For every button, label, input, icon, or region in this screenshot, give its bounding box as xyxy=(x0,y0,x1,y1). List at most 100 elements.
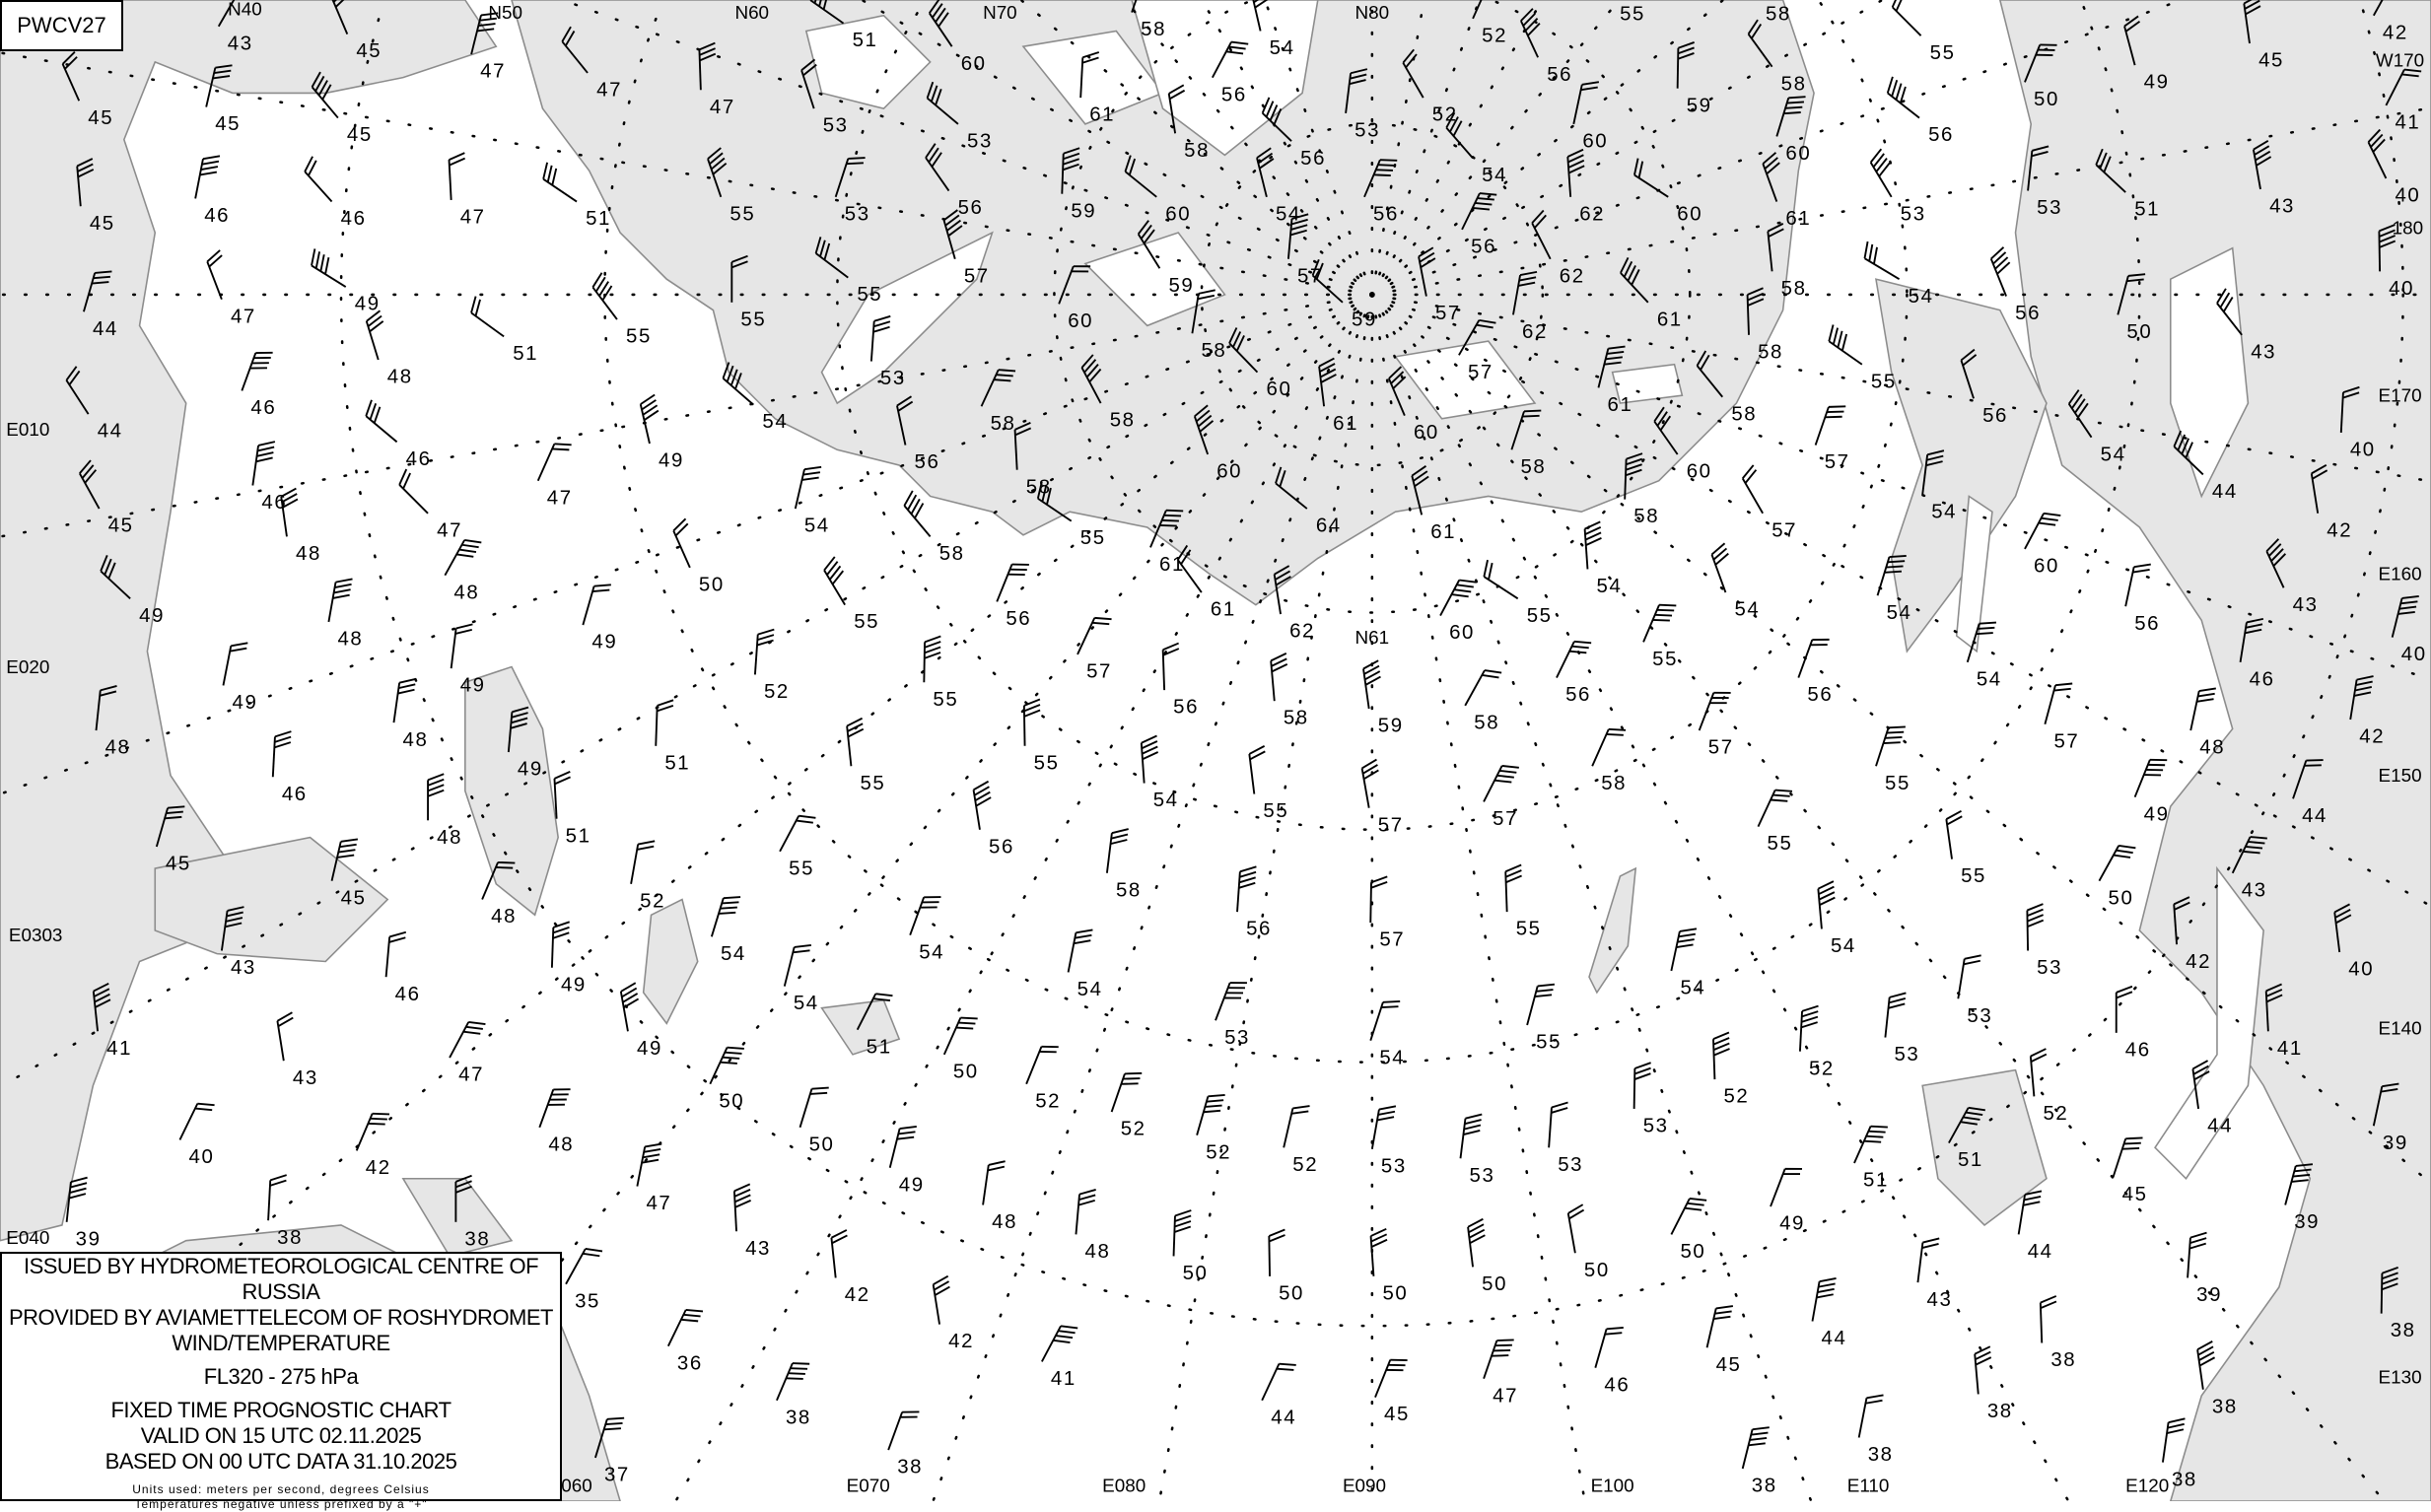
temperature-label: 47 xyxy=(460,206,486,229)
temperature-label: 57 xyxy=(1493,807,1518,830)
temperature-label: 38 xyxy=(277,1226,303,1249)
temperature-label: 50 xyxy=(1482,1272,1507,1295)
temperature-label: 53 xyxy=(1894,1043,1919,1065)
temperature-label: 51 xyxy=(1958,1148,1983,1171)
grid-label: E020 xyxy=(6,656,49,677)
temperature-label: 57 xyxy=(1708,736,1734,759)
temperature-label: 59 xyxy=(1352,308,1377,330)
temperature-label: 42 xyxy=(366,1156,391,1179)
temperature-label: 64 xyxy=(1316,515,1342,537)
temperature-label: 55 xyxy=(1080,526,1106,549)
temperature-label: 54 xyxy=(1270,36,1295,59)
temperature-label: 46 xyxy=(1604,1373,1630,1396)
temperature-label: 61 xyxy=(1430,520,1456,543)
temperature-label: 59 xyxy=(1071,199,1096,222)
temperature-label: 55 xyxy=(789,857,814,879)
temperature-label: 54 xyxy=(1887,601,1912,624)
temperature-label: 45 xyxy=(356,39,382,62)
temperature-label: 57 xyxy=(1297,264,1323,287)
temperature-label: 49 xyxy=(1779,1212,1805,1235)
temperature-label: 49 xyxy=(561,973,587,996)
temperature-label: 60 xyxy=(1582,129,1608,152)
units-note: Units used: meters per second, degrees C… xyxy=(2,1482,560,1497)
temperature-label: 45 xyxy=(215,112,241,135)
temperature-label: 60 xyxy=(1449,621,1475,644)
temperature-label: 54 xyxy=(1831,934,1856,957)
temperature-label: 48 xyxy=(548,1133,574,1155)
temperature-label: 38 xyxy=(897,1456,923,1478)
temperature-label: 56 xyxy=(1221,83,1247,105)
temperature-label: 53 xyxy=(1901,202,1926,225)
temperature-label: 62 xyxy=(1289,620,1315,643)
temperature-label: 55 xyxy=(933,688,958,711)
temperature-label: 60 xyxy=(1267,378,1292,400)
chart-id: PWCV27 xyxy=(17,13,105,38)
temperature-label: 62 xyxy=(1579,202,1605,225)
sign-note: Temperatures negative unless prefixed by… xyxy=(2,1497,560,1512)
temperature-label: 45 xyxy=(108,515,134,537)
temperature-label: 44 xyxy=(1822,1327,1847,1349)
temperature-label: 59 xyxy=(1168,274,1194,297)
temperature-label: 58 xyxy=(1284,707,1309,729)
grid-label: N61 xyxy=(1355,627,1390,648)
grid-label: 060 xyxy=(561,1476,591,1496)
temperature-label: 58 xyxy=(1026,475,1052,498)
temperature-label: 43 xyxy=(745,1237,771,1260)
temperature-label: 54 xyxy=(919,940,944,963)
temperature-label: 54 xyxy=(804,515,830,537)
temperature-label: 53 xyxy=(880,367,906,389)
temperature-label: 58 xyxy=(1601,772,1627,794)
temperature-label: 56 xyxy=(2015,302,2041,324)
temperature-label: 56 xyxy=(1565,683,1591,706)
temperature-label: 47 xyxy=(458,1064,484,1086)
temperature-label: 48 xyxy=(2199,736,2225,759)
temperature-label: 43 xyxy=(2293,593,2319,616)
grid-label: E130 xyxy=(2379,1366,2422,1387)
temperature-label: 58 xyxy=(1633,505,1659,527)
temperature-label: 53 xyxy=(1967,1004,1992,1027)
temperature-label: 57 xyxy=(2053,729,2079,752)
temperature-label: 53 xyxy=(1643,1115,1669,1137)
temperature-label: 53 xyxy=(1558,1153,1583,1176)
temperature-label: 55 xyxy=(1536,1031,1562,1054)
temperature-label: 53 xyxy=(1470,1164,1495,1187)
temperature-label: 60 xyxy=(961,52,987,75)
temperature-label: 46 xyxy=(261,491,287,514)
grid-label: N60 xyxy=(734,2,769,23)
temperature-label: 49 xyxy=(2144,71,2170,94)
temperature-label: 58 xyxy=(1766,2,1791,25)
temperature-label: 56 xyxy=(958,196,984,219)
temperature-label: 57 xyxy=(1468,361,1493,383)
temperature-label: 51 xyxy=(664,751,690,774)
grid-label: E150 xyxy=(2379,765,2422,786)
temperature-label: 40 xyxy=(189,1145,215,1168)
temperature-label: 45 xyxy=(347,123,373,146)
temperature-label: 60 xyxy=(2034,555,2059,578)
temperature-label: 56 xyxy=(1173,696,1199,719)
temperature-label: 61 xyxy=(1608,393,1633,416)
temperature-label: 37 xyxy=(604,1464,630,1486)
temperature-label: 55 xyxy=(1871,370,1897,392)
temperature-label: 45 xyxy=(90,212,115,235)
temperature-label: 56 xyxy=(989,835,1014,858)
grid-label: N50 xyxy=(488,2,522,23)
temperature-label: 46 xyxy=(341,207,367,230)
issuer-line: ISSUED BY HYDROMETEOROLOGICAL CENTRE OF … xyxy=(2,1254,560,1305)
temperature-label: 39 xyxy=(2196,1283,2222,1306)
temperature-label: 53 xyxy=(1381,1154,1407,1177)
temperature-label: 48 xyxy=(296,542,321,565)
temperature-label: 54 xyxy=(794,992,819,1014)
temperature-label: 57 xyxy=(1435,302,1461,324)
temperature-label: 43 xyxy=(2269,195,2295,218)
temperature-label: 50 xyxy=(2109,886,2134,909)
temperature-label: 47 xyxy=(547,486,573,509)
temperature-label: 50 xyxy=(2034,88,2059,110)
temperature-label: 38 xyxy=(2391,1319,2416,1341)
temperature-label: 60 xyxy=(1165,202,1191,225)
temperature-label: 55 xyxy=(854,610,879,633)
temperature-label: 44 xyxy=(93,317,118,340)
temperature-label: 42 xyxy=(2359,725,2385,748)
temperature-label: 54 xyxy=(1276,202,1301,225)
temperature-label: 44 xyxy=(2028,1240,2053,1263)
grid-label: E090 xyxy=(1343,1476,1386,1496)
